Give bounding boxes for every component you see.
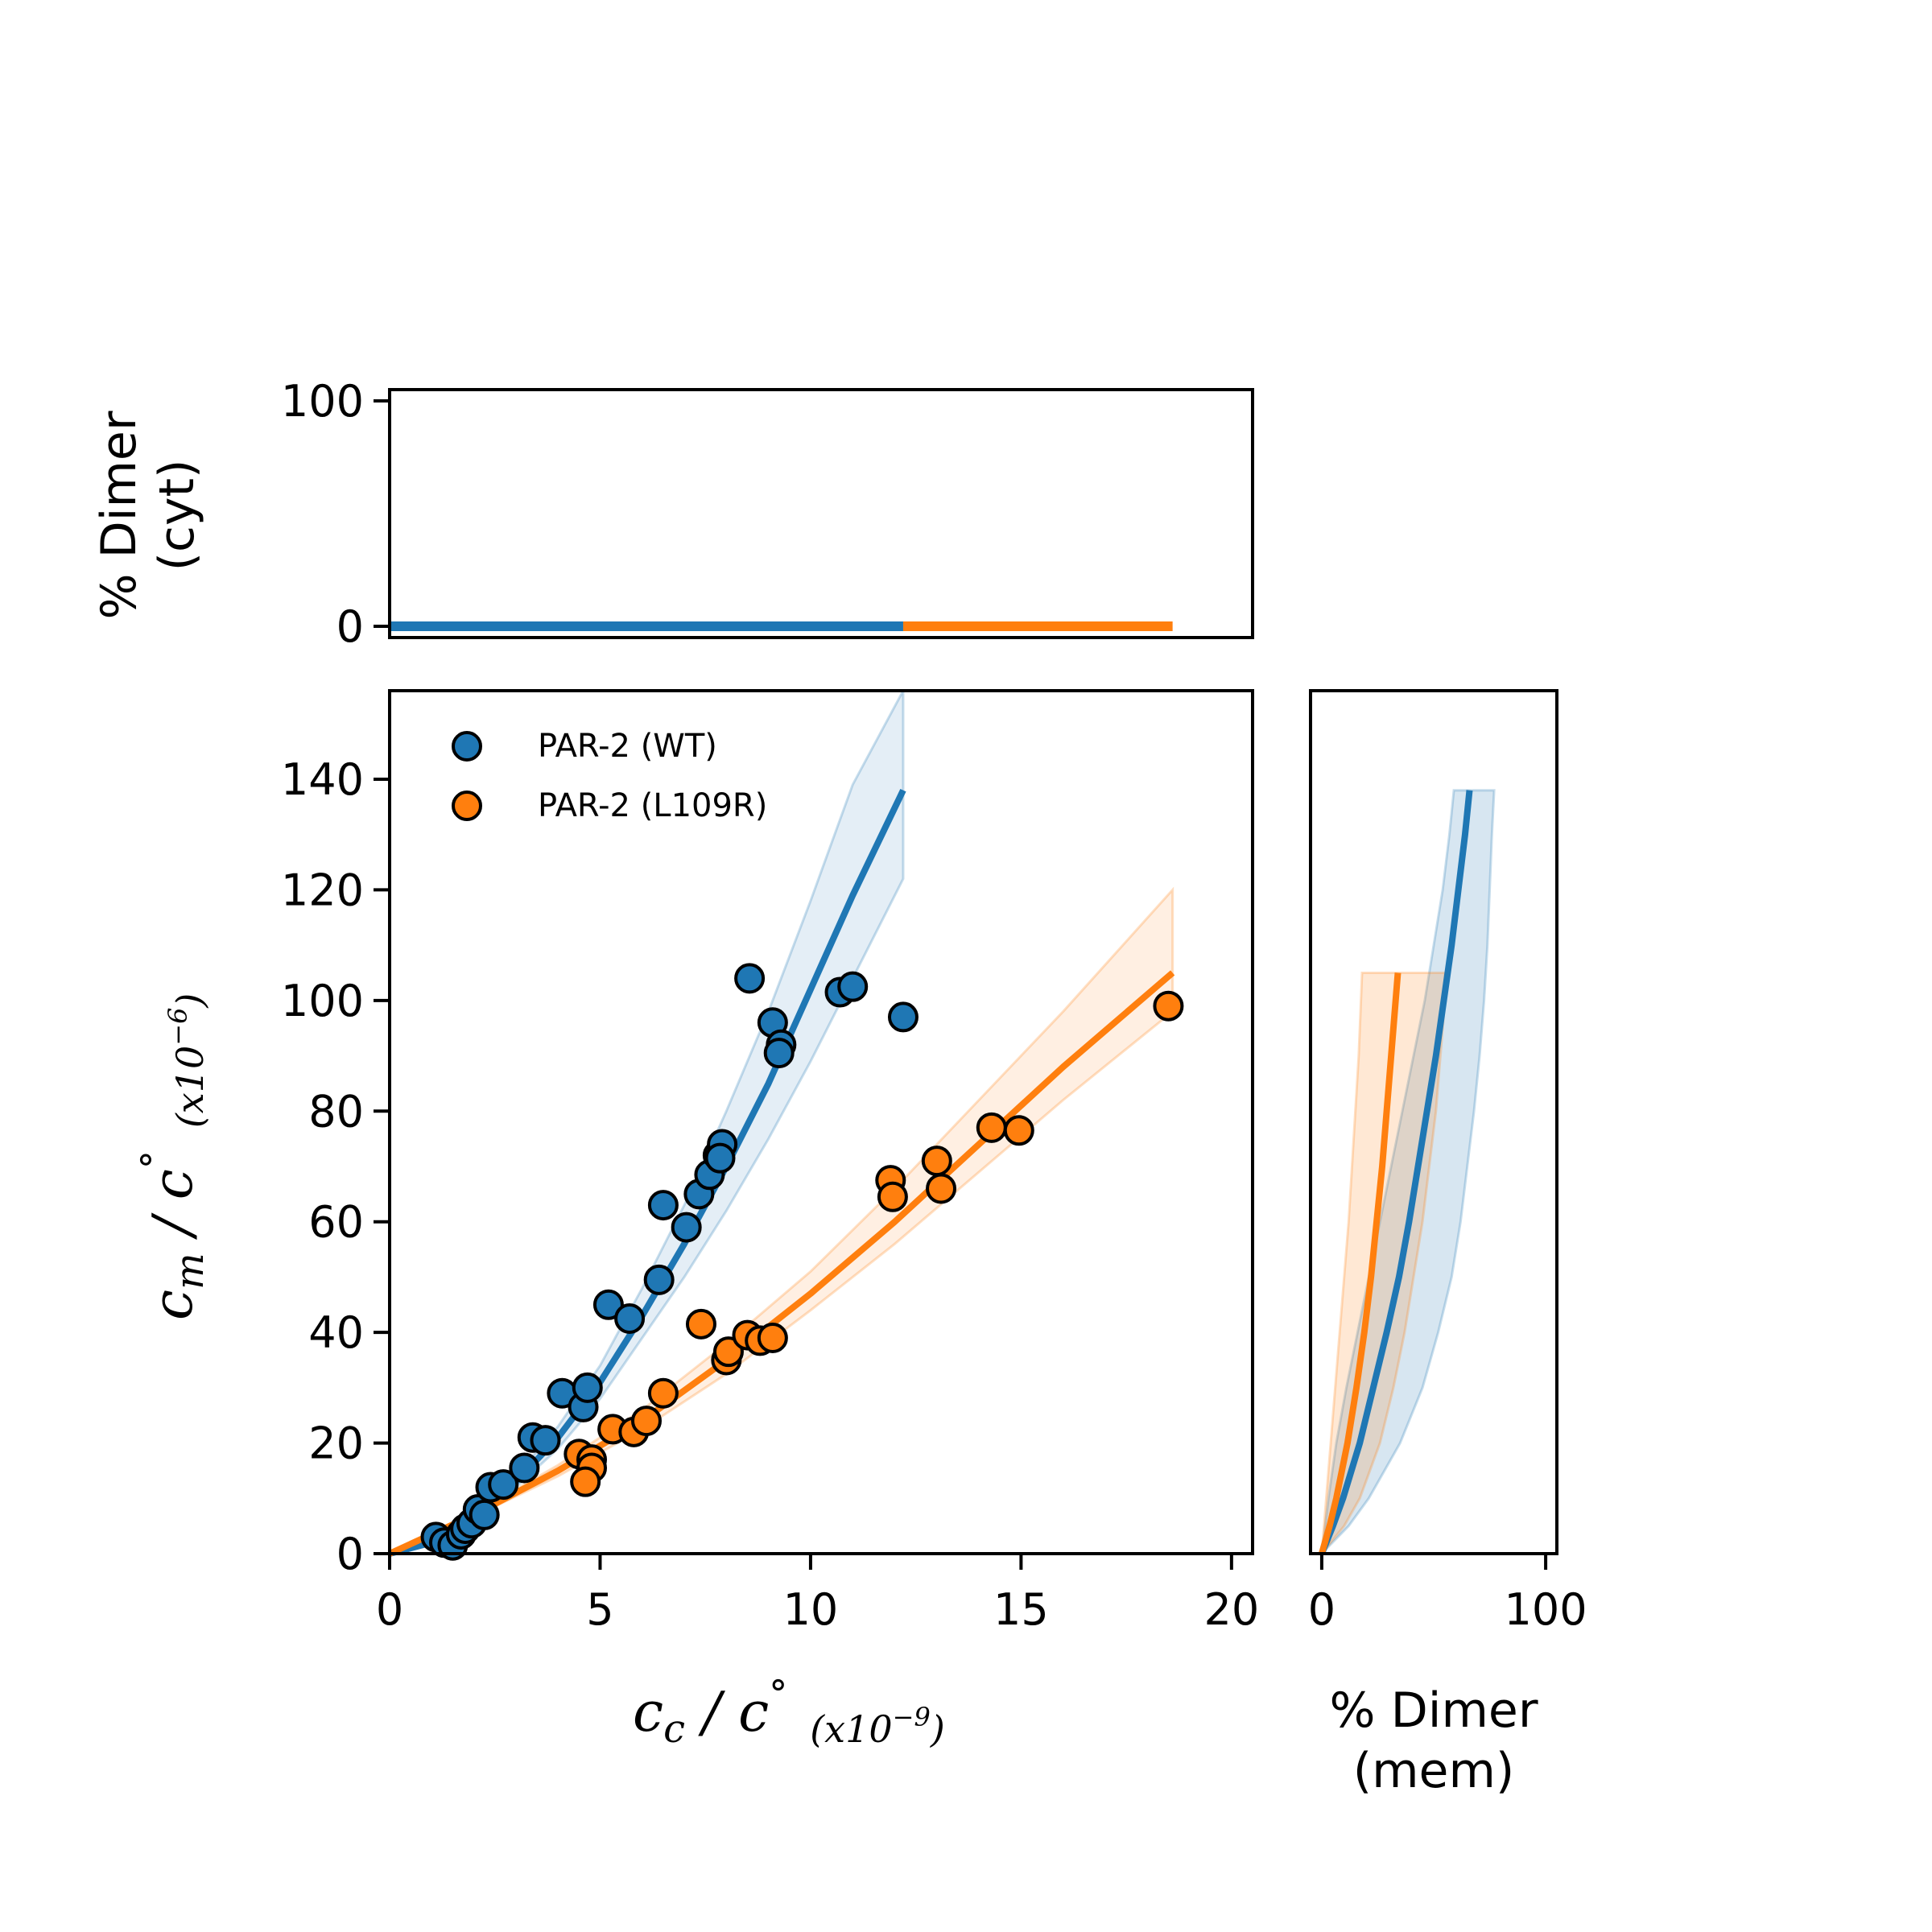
top-y-tick-label: 0	[336, 601, 364, 652]
data-point-wt	[887, 1001, 919, 1033]
data-point-mut	[685, 1308, 716, 1340]
data-point-mut	[712, 1336, 744, 1368]
main-x-tick-label: 15	[993, 1584, 1049, 1635]
main-x-tick-label: 20	[1203, 1584, 1259, 1635]
main-axes-frame	[388, 689, 1254, 1555]
data-point-wt	[647, 1190, 679, 1221]
main-y-ticks: 0 20 40 60 80 100 120 140	[281, 754, 390, 1579]
top-y-tick-label: 100	[281, 376, 364, 427]
data-point-mut	[926, 1173, 957, 1204]
main-y-tick-label: 60	[308, 1197, 364, 1248]
data-point-wt	[592, 1289, 624, 1320]
data-point-mut	[1003, 1115, 1034, 1146]
legend-marker-mut	[452, 791, 482, 821]
data-point-wt	[704, 1142, 736, 1174]
legend: PAR-2 (WT) PAR-2 (L109R)	[452, 728, 767, 824]
main-x-ticks: 0 5 10 15 20	[376, 1554, 1259, 1635]
data-point-wt	[734, 963, 766, 994]
top-panel: 0 100 % Dimer (cyt)	[91, 376, 1254, 652]
main-y-tick-label: 0	[336, 1529, 364, 1579]
legend-marker-wt	[452, 731, 482, 762]
top-y-label-line2: (cyt)	[149, 460, 205, 572]
data-point-wt	[530, 1425, 561, 1456]
top-y-label-line1: % Dimer	[91, 411, 147, 619]
right-x-label-line2: (mem)	[1353, 1743, 1515, 1799]
data-point-wt	[837, 971, 869, 1002]
main-data-points	[420, 963, 1184, 1561]
main-y-label: cm / c°(x10−6)	[133, 993, 213, 1320]
data-point-mut	[1153, 990, 1184, 1022]
main-y-tick-label: 120	[281, 865, 364, 915]
data-point-mut	[757, 1323, 788, 1353]
data-point-wt	[614, 1302, 646, 1334]
data-point-mut	[630, 1406, 662, 1437]
data-point-mut	[976, 1112, 1007, 1143]
main-panel: 0 5 10 15 20 0 20 40 60 80 100 120 140 PAR-2 (WT) P…	[133, 689, 1259, 1752]
main-y-tick-label: 100	[281, 976, 364, 1026]
right-x-ticks: 0 100	[1308, 1554, 1587, 1635]
data-point-wt	[763, 1038, 795, 1069]
main-y-tick-label: 80	[308, 1086, 364, 1137]
right-dimer-line-mut	[1319, 972, 1402, 1555]
main-x-label: cc / c°(x10−9)	[633, 1672, 945, 1752]
right-x-label-line1: % Dimer	[1330, 1682, 1538, 1739]
main-x-tick-label: 10	[783, 1584, 839, 1635]
main-y-tick-label: 140	[281, 754, 364, 805]
right-dimer-line-wt	[1319, 790, 1473, 1555]
main-x-tick-label: 0	[376, 1584, 403, 1635]
right-axes-frame	[1309, 689, 1558, 1555]
right-x-tick-label: 0	[1308, 1584, 1335, 1635]
data-point-mut	[921, 1146, 952, 1177]
data-point-wt	[671, 1212, 702, 1243]
data-point-wt	[488, 1469, 519, 1501]
right-dimer-lines	[1319, 790, 1473, 1555]
data-point-mut	[877, 1181, 908, 1212]
main-y-tick-label: 40	[308, 1307, 364, 1358]
top-axes-frame	[388, 388, 1254, 639]
legend-label-mut: PAR-2 (L109R)	[538, 787, 767, 824]
right-panel: 0 100 % Dimer (mem)	[1308, 689, 1587, 1799]
data-point-wt	[643, 1264, 675, 1295]
main-x-tick-label: 5	[586, 1584, 613, 1635]
top-y-ticks: 0 100	[281, 376, 390, 652]
legend-label-wt: PAR-2 (WT)	[538, 728, 717, 765]
main-y-tick-label: 20	[308, 1418, 364, 1469]
data-point-wt	[469, 1499, 500, 1530]
right-x-tick-label: 100	[1505, 1584, 1587, 1635]
data-point-wt	[509, 1452, 540, 1484]
data-point-mut	[570, 1466, 601, 1497]
data-point-mut	[647, 1377, 679, 1409]
data-point-wt	[572, 1372, 603, 1403]
right-band-wt	[1319, 789, 1496, 1558]
main-band-wt	[389, 690, 905, 1555]
